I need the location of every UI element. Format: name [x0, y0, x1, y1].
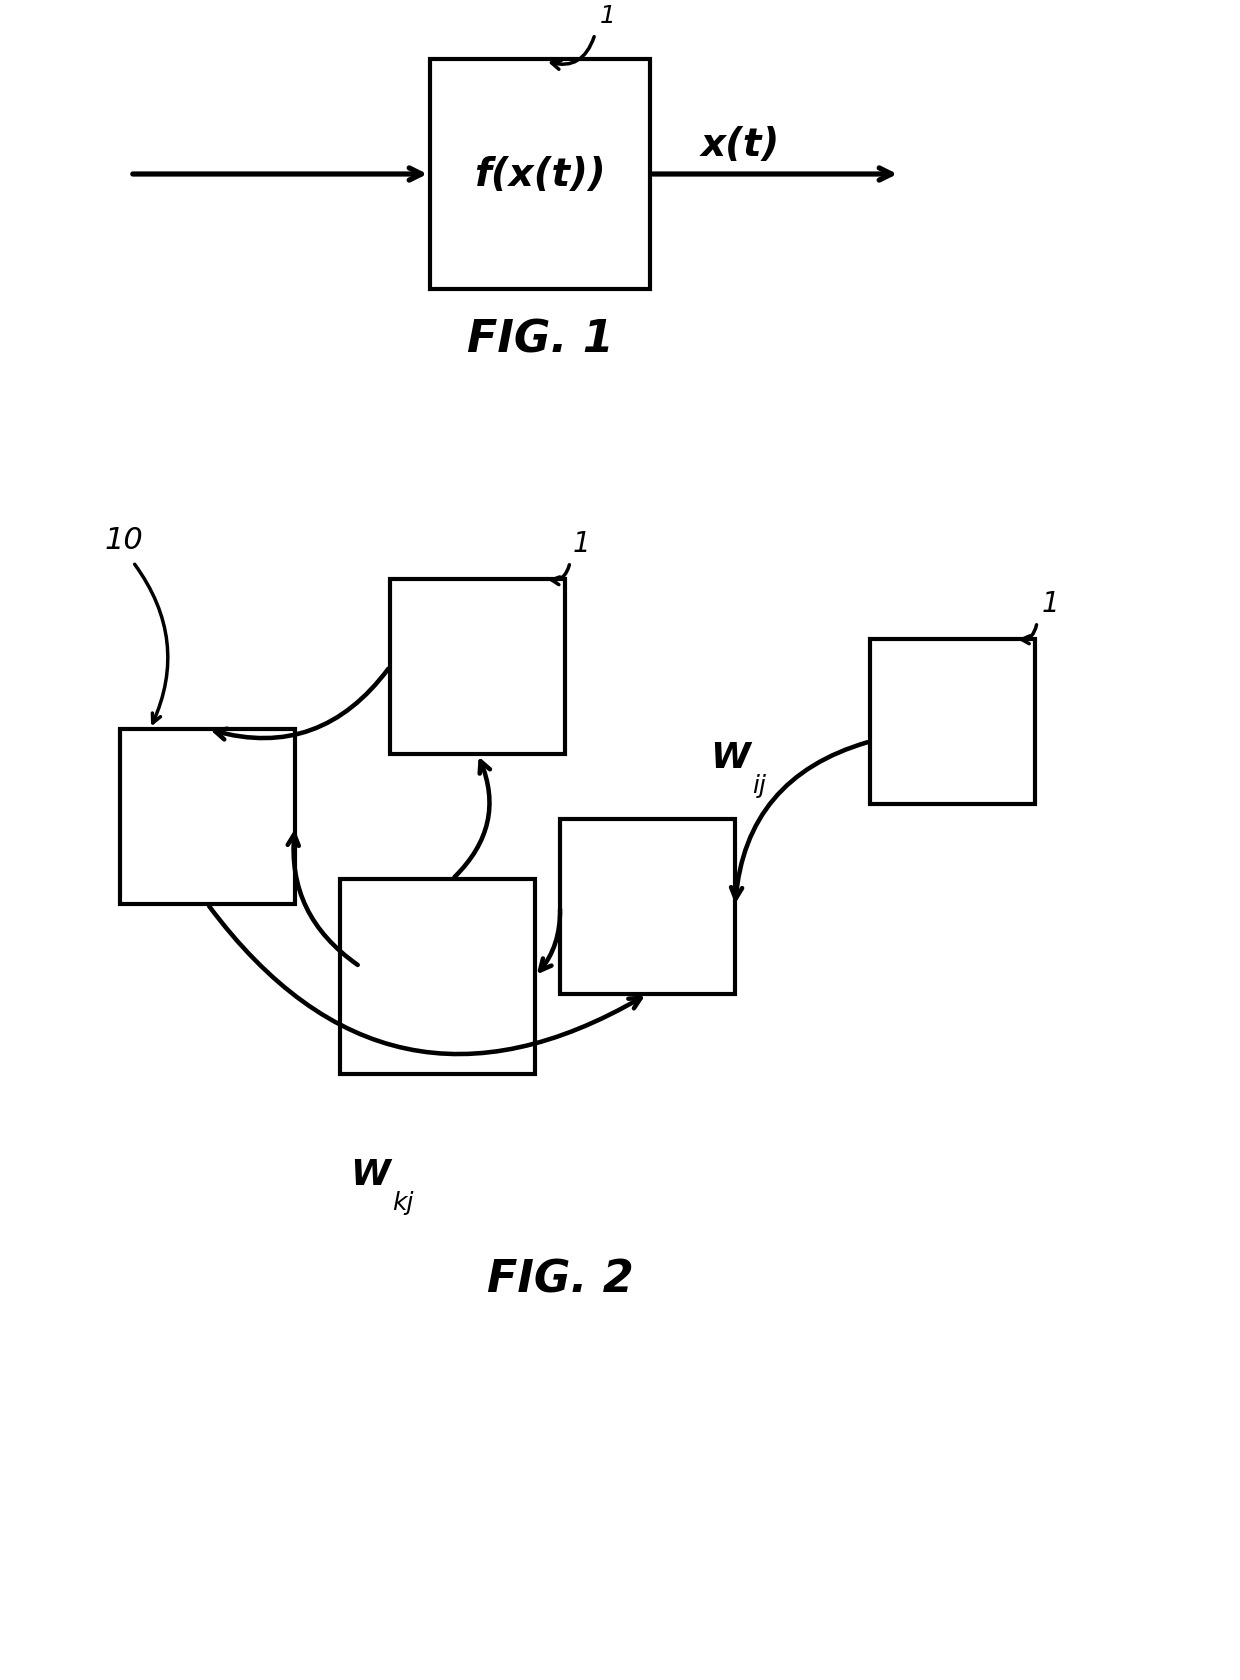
Text: FIG. 2: FIG. 2	[486, 1258, 634, 1300]
Text: 1: 1	[573, 529, 590, 558]
Text: kj: kj	[392, 1191, 413, 1215]
Text: 10: 10	[105, 526, 144, 554]
Bar	[430, 60, 650, 291]
Bar	[870, 640, 1035, 805]
Text: x(t): x(t)	[701, 126, 780, 165]
Bar	[340, 879, 534, 1075]
Bar	[391, 580, 565, 754]
Text: W: W	[711, 741, 750, 774]
Bar	[120, 729, 295, 904]
Text: 1: 1	[600, 3, 616, 29]
Text: 1: 1	[1042, 590, 1060, 618]
Text: FIG. 1: FIG. 1	[466, 318, 614, 361]
Text: ij: ij	[751, 773, 766, 798]
Text: f(x(t)): f(x(t))	[474, 156, 606, 193]
Bar	[560, 820, 735, 995]
Text: W: W	[350, 1158, 391, 1191]
